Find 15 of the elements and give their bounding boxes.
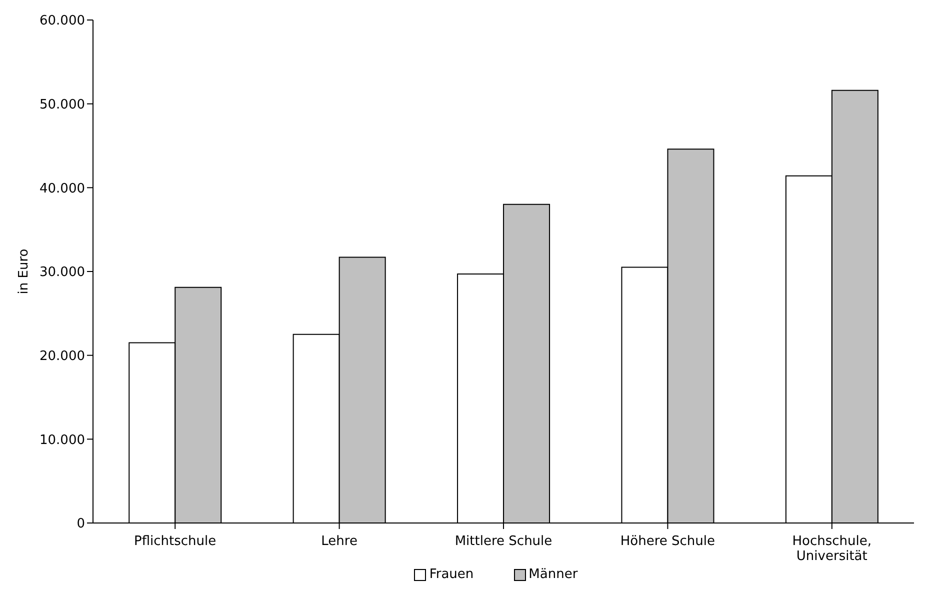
y-tick-label: 50.000 [40, 97, 85, 112]
x-tick-label: Hochschule, Universität [792, 534, 872, 564]
legend-label: Männer [528, 567, 578, 582]
y-tick-label: 30.000 [40, 265, 85, 280]
x-tick-label: Höhere Schule [620, 534, 716, 549]
x-tick-label: Mittlere Schule [454, 534, 552, 549]
legend-label: Frauen [428, 567, 474, 582]
y-tick-label: 0 [76, 516, 85, 532]
y-tick-label: 60.000 [40, 14, 85, 29]
x-tick-label: Lehre [321, 534, 358, 549]
y-tick-label: 40.000 [40, 181, 85, 196]
y-axis-title: in Euro [16, 248, 32, 294]
x-tick-label: Pflichtschule [134, 534, 216, 549]
y-tick-label: 20.000 [40, 348, 85, 364]
y-tick-label: 10.000 [40, 432, 85, 448]
